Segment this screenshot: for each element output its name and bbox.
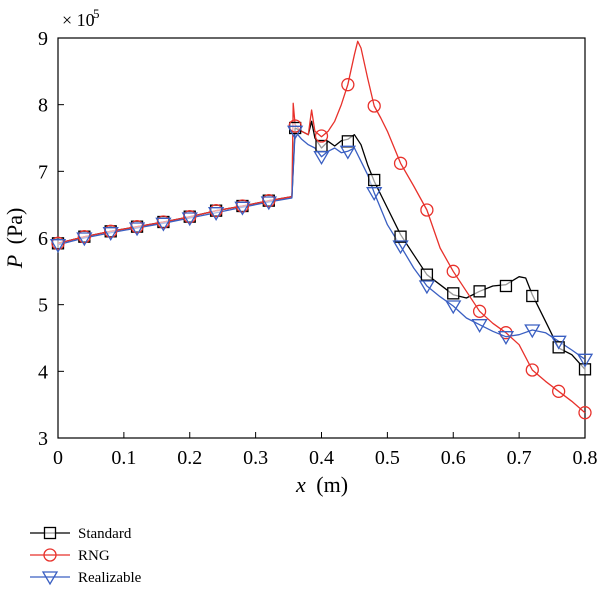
data-point-standard (499, 279, 513, 293)
y-exponent-power: 5 (93, 6, 100, 21)
data-point-realizable (445, 300, 462, 315)
data-point-rng (51, 236, 65, 250)
data-point-realizable (181, 212, 198, 227)
y-tick-label: 7 (38, 161, 48, 183)
data-point-realizable (550, 335, 567, 350)
x-tick-label: 0.4 (309, 447, 334, 469)
data-point-rng (104, 224, 118, 238)
legend-marker-realizable (41, 571, 59, 586)
data-point-realizable (128, 222, 146, 237)
y-tick-label: 5 (38, 295, 48, 317)
legend-marker-standard (43, 526, 57, 540)
data-point-standard (341, 135, 355, 148)
data-point-rng (130, 220, 144, 234)
data-point-realizable (524, 324, 541, 339)
svg-text:P (Pa): P (Pa) (2, 208, 27, 270)
legend-label-standard: Standard (78, 526, 132, 542)
data-point-realizable (234, 201, 251, 216)
data-point-realizable (313, 151, 330, 165)
series-markers (49, 78, 594, 420)
legend-item-realizable: Realizable (30, 570, 142, 586)
data-point-rng (77, 230, 91, 244)
y-tick-label: 8 (38, 95, 48, 117)
y-axis-title-var: P (2, 255, 27, 269)
data-point-rng (314, 129, 329, 143)
data-point-realizable (287, 125, 304, 140)
x-tick-label: 0.6 (441, 447, 466, 469)
y-tick-label: 4 (38, 361, 48, 383)
data-point-realizable (418, 280, 436, 295)
data-point-realizable (102, 227, 119, 241)
y-exponent-base: × 10 (62, 10, 95, 30)
legend-marker-rng (43, 548, 57, 562)
data-point-realizable (155, 217, 172, 232)
data-point-realizable (49, 239, 67, 253)
data-point-rng (446, 264, 460, 278)
data-point-standard (420, 268, 434, 281)
data-point-standard (368, 173, 381, 187)
x-axis-title: x (m) (295, 472, 348, 497)
data-point-rng (183, 210, 197, 224)
x-tick-label: 0.7 (507, 447, 532, 469)
data-point-rng (472, 304, 487, 318)
data-point-rng (262, 194, 276, 208)
data-point-rng (393, 156, 408, 170)
data-point-rng (552, 384, 566, 398)
data-point-standard (473, 285, 486, 298)
data-point-realizable (339, 145, 356, 160)
legend-label-rng: RNG (78, 548, 110, 564)
x-tick-label: 0.3 (243, 447, 268, 469)
data-point-standard (526, 289, 539, 303)
x-tick-label: 0.8 (573, 447, 598, 469)
series-line-realizable (57, 130, 586, 360)
data-point-realizable (471, 319, 488, 333)
y-tick-label: 6 (38, 228, 48, 250)
data-point-standard (447, 287, 460, 300)
data-point-realizable (76, 232, 93, 247)
y-tick-label: 9 (38, 28, 48, 50)
y-tick-label: 3 (38, 428, 48, 450)
data-point-rng (156, 215, 171, 229)
data-point-rng (578, 406, 592, 420)
x-axis-ticks: 0 0.1 0.2 0.3 0.4 0.5 0.6 0.7 0.8 (53, 432, 598, 469)
data-point-realizable (576, 353, 594, 368)
x-axis-title-var: x (295, 472, 306, 497)
data-point-rng (525, 363, 539, 377)
data-point-realizable (207, 207, 225, 221)
data-point-realizable (497, 331, 515, 345)
data-point-standard (578, 363, 592, 376)
plot-frame (57, 37, 586, 439)
data-point-rng (235, 199, 250, 213)
chart-legend: Standard RNG Realizable (30, 526, 142, 586)
x-tick-label: 0 (53, 447, 63, 469)
y-axis-title-unit: (Pa) (2, 208, 27, 245)
x-tick-label: 0.5 (375, 447, 400, 469)
x-tick-label: 0.2 (177, 447, 202, 469)
data-point-realizable (366, 187, 383, 201)
data-point-standard (394, 230, 407, 243)
legend-item-rng: RNG (30, 548, 110, 564)
data-point-rng (420, 203, 434, 217)
data-point-realizable (392, 240, 409, 255)
y-axis-ticks: 3 4 5 6 7 8 9 (38, 28, 64, 450)
legend-label-realizable: Realizable (78, 570, 142, 586)
y-axis-title: P (Pa) (2, 208, 27, 270)
legend-item-standard: Standard (30, 526, 132, 542)
data-point-rng (341, 78, 355, 92)
x-axis-title-unit: (m) (316, 472, 348, 497)
data-point-realizable (260, 196, 277, 211)
x-tick-label: 0.1 (111, 447, 136, 469)
data-point-rng (367, 99, 381, 113)
